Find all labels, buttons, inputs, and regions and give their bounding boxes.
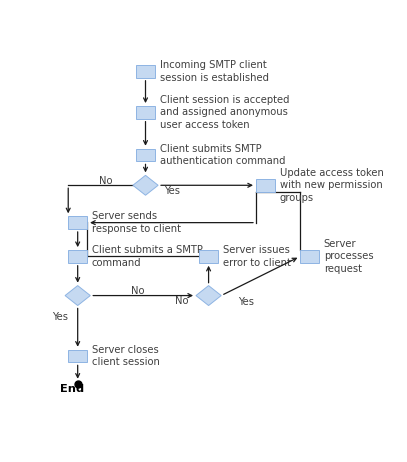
Text: No: No [131, 286, 144, 296]
Text: Server sends
response to client: Server sends response to client [92, 212, 181, 234]
FancyBboxPatch shape [300, 250, 319, 263]
Polygon shape [133, 175, 158, 195]
Polygon shape [65, 286, 90, 305]
Text: Client submits SMTP
authentication command: Client submits SMTP authentication comma… [160, 144, 285, 166]
Text: Update access token
with new permission
groups: Update access token with new permission … [280, 168, 383, 203]
Text: No: No [175, 296, 188, 306]
FancyBboxPatch shape [136, 106, 155, 119]
Text: Yes: Yes [164, 186, 180, 196]
FancyBboxPatch shape [68, 216, 87, 229]
Polygon shape [196, 286, 221, 305]
FancyBboxPatch shape [256, 179, 275, 192]
Text: Server issues
error to client: Server issues error to client [223, 245, 291, 267]
Text: Server
processes
request: Server processes request [324, 239, 373, 274]
Text: Server closes
client session: Server closes client session [92, 345, 160, 367]
Text: End: End [60, 384, 84, 394]
FancyBboxPatch shape [136, 149, 155, 161]
Text: No: No [99, 176, 113, 186]
FancyBboxPatch shape [136, 65, 155, 78]
Text: Yes: Yes [53, 312, 68, 322]
FancyBboxPatch shape [68, 250, 87, 263]
FancyBboxPatch shape [199, 250, 218, 263]
Text: Yes: Yes [239, 297, 254, 307]
Text: Client session is accepted
and assigned anonymous
user access token: Client session is accepted and assigned … [160, 95, 289, 130]
FancyBboxPatch shape [68, 350, 87, 363]
Text: Client submits a SMTP
command: Client submits a SMTP command [92, 245, 203, 267]
Text: Incoming SMTP client
session is established: Incoming SMTP client session is establis… [160, 60, 269, 83]
